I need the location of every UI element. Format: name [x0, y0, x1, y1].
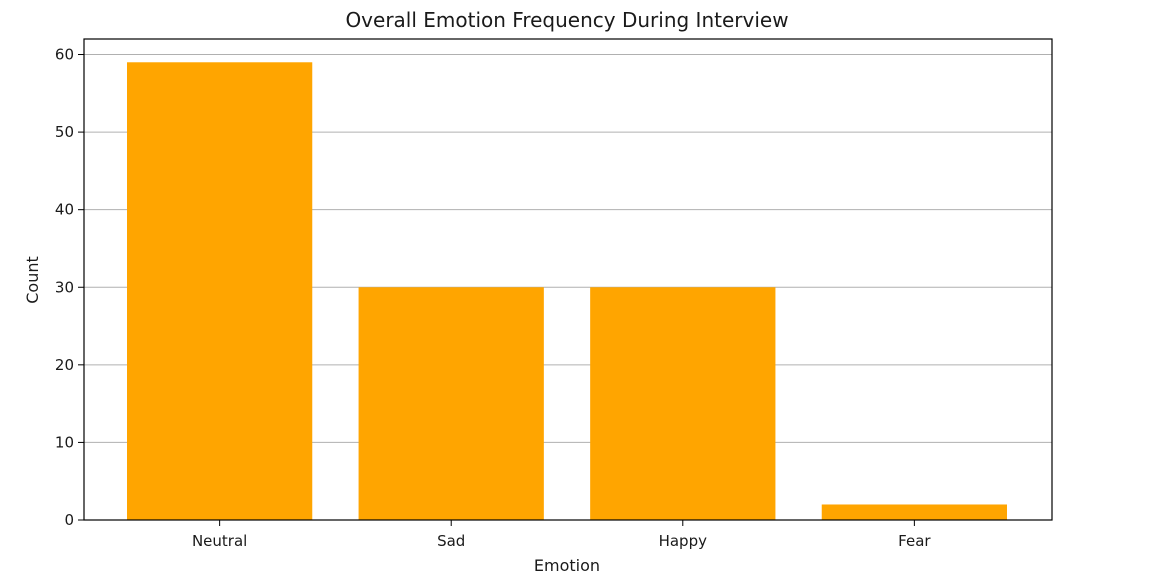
- bars: [127, 62, 1007, 520]
- plot-frame: [83, 38, 1053, 521]
- x-tick-label-happy: Happy: [659, 532, 708, 550]
- x-tick-label-neutral: Neutral: [192, 532, 247, 550]
- x-tick-label-sad: Sad: [437, 532, 465, 550]
- y-tick-label: 0: [64, 511, 74, 529]
- x-axis: Neutral Sad Happy Fear: [192, 520, 931, 550]
- y-tick-label: 30: [55, 278, 74, 296]
- x-tick-label-fear: Fear: [898, 532, 931, 550]
- y-tick-label: 40: [55, 201, 74, 219]
- y-tick-label: 20: [55, 356, 74, 374]
- x-axis-label: Emotion: [534, 556, 600, 575]
- y-axis: 0 10 20 30 40 50 60: [55, 46, 84, 529]
- bar-sad: [358, 287, 544, 520]
- chart-title: Overall Emotion Frequency During Intervi…: [345, 8, 788, 32]
- y-axis-label: Count: [23, 256, 42, 304]
- y-tick-label: 10: [55, 433, 74, 451]
- y-tick-label: 60: [55, 46, 74, 64]
- bar-neutral: [127, 62, 313, 520]
- bar-fear: [821, 504, 1007, 520]
- bar-happy: [590, 287, 776, 520]
- y-tick-label: 50: [55, 123, 74, 141]
